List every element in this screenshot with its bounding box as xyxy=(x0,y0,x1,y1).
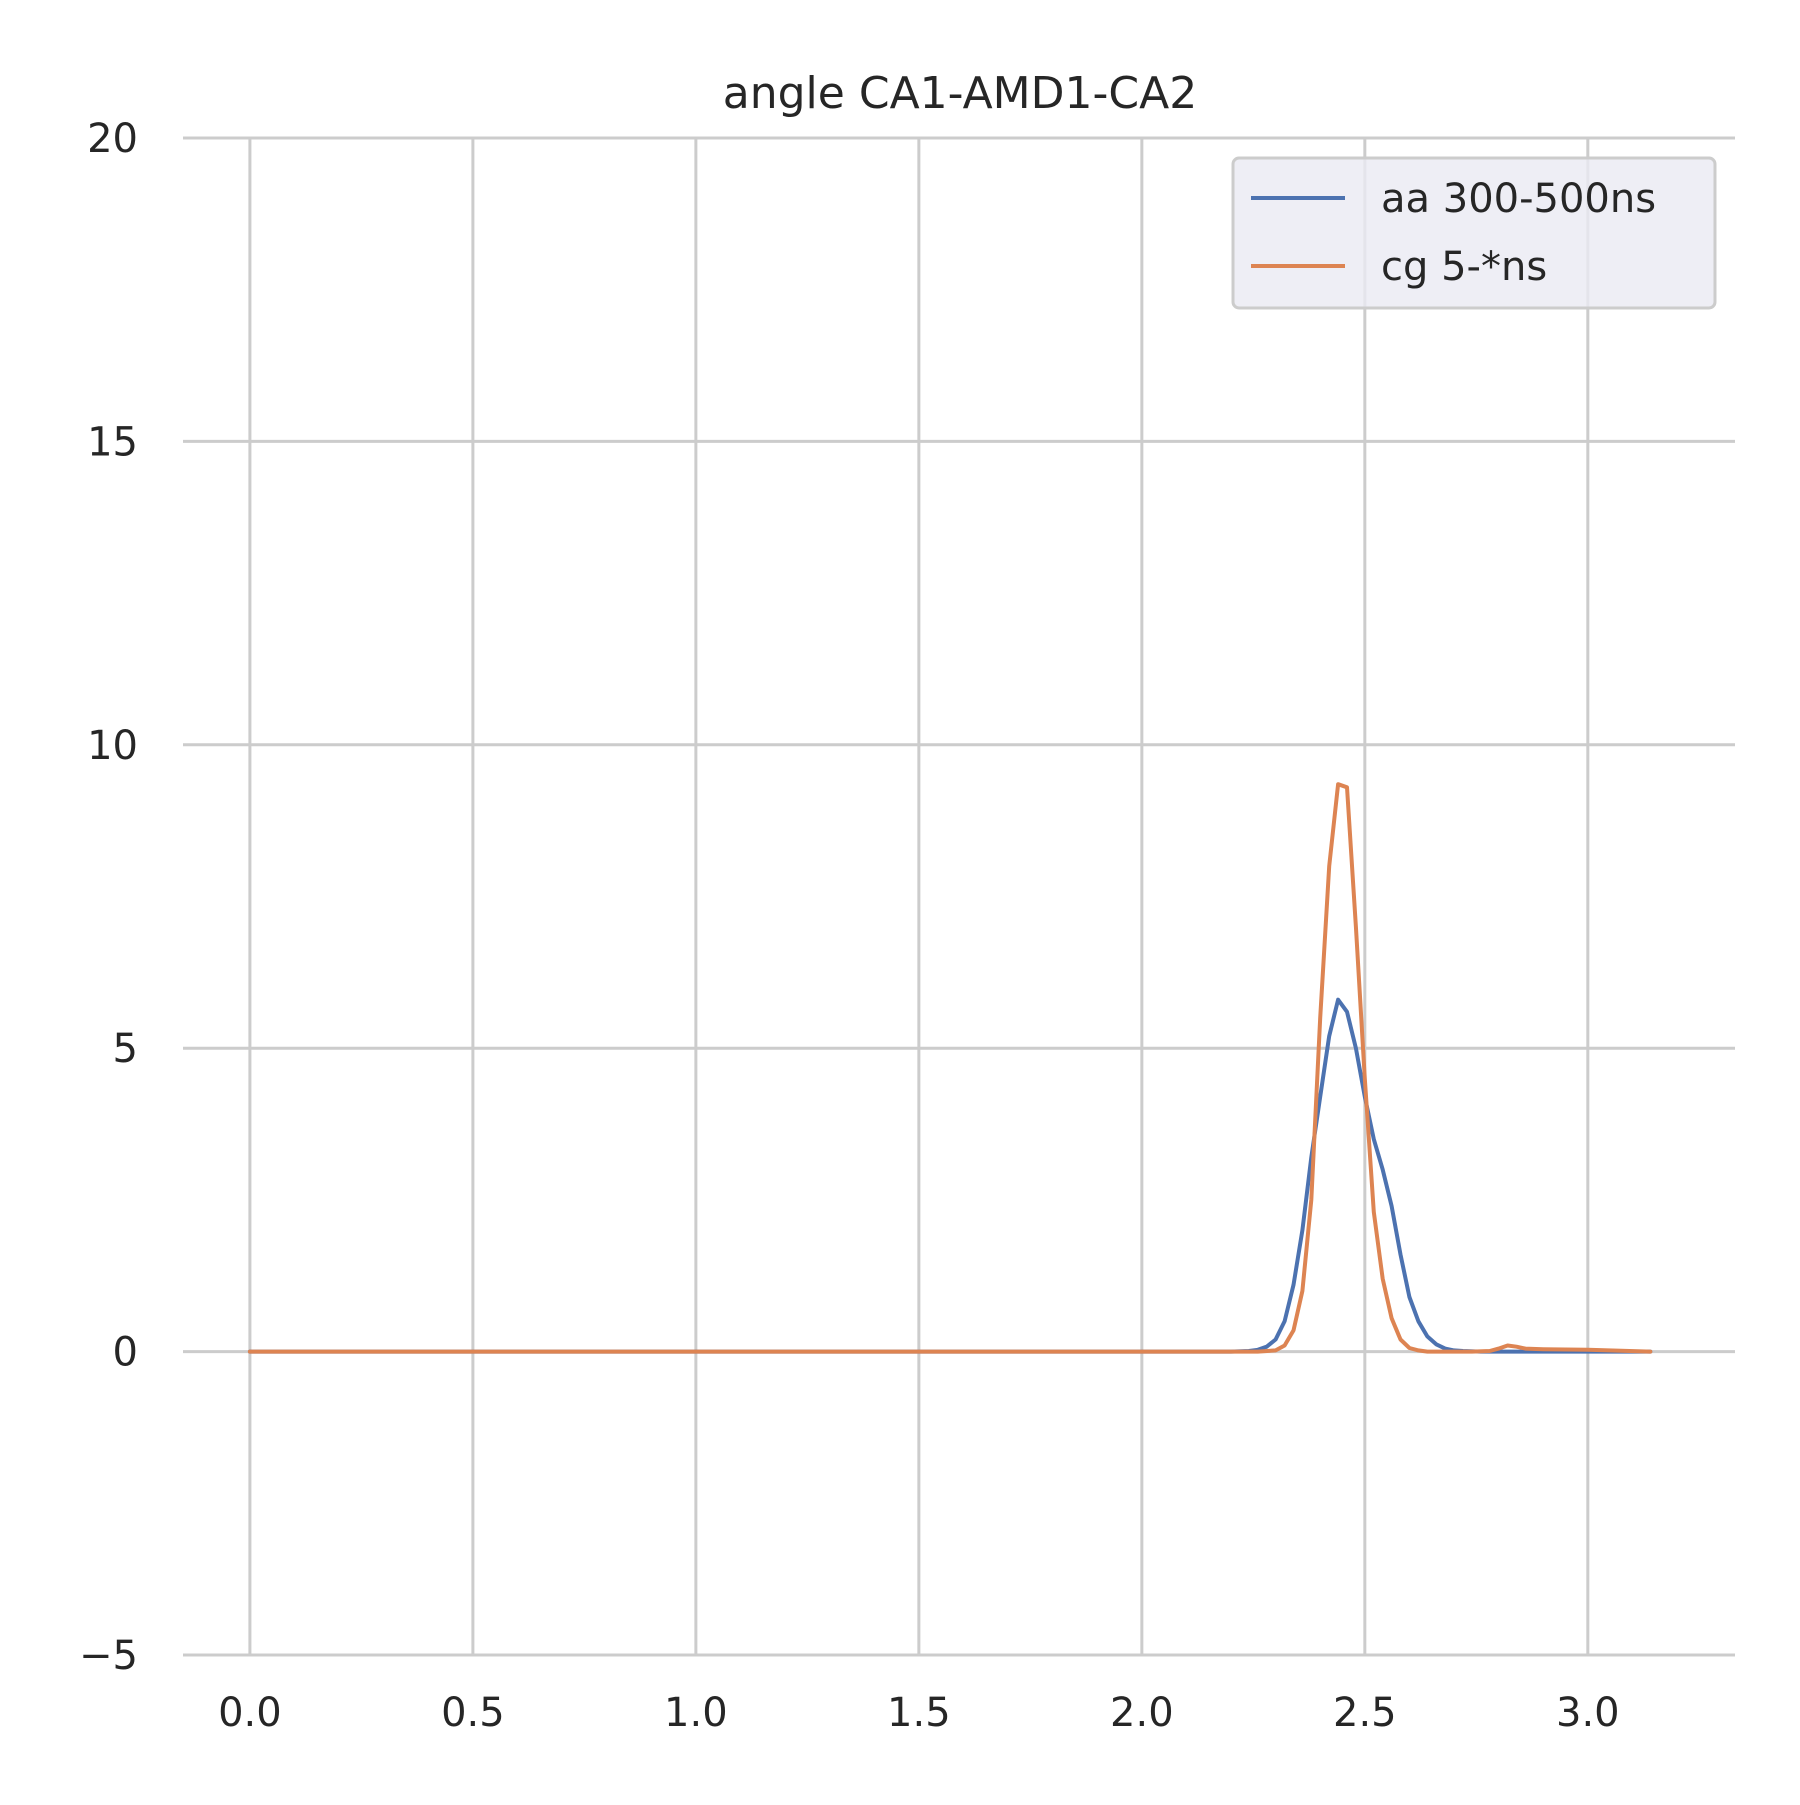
x-tick-label: 1.0 xyxy=(664,1690,728,1736)
y-tick-label: 10 xyxy=(87,723,138,769)
legend-box xyxy=(1231,156,1717,310)
series-line-1 xyxy=(247,997,1653,1354)
x-tick-label: 3.0 xyxy=(1556,1690,1620,1736)
series-layer xyxy=(247,782,1653,1354)
y-tick-label: 20 xyxy=(87,116,138,162)
x-tick-label: 0.0 xyxy=(218,1690,282,1736)
legend-label: aa 300-500ns xyxy=(1381,176,1656,222)
x-tick-label: 1.5 xyxy=(887,1690,951,1736)
tick-layer: 0.0 0.5 1.0 1.5 2.0 2.5 3.0 −5 0 5 10 15 20 xyxy=(79,116,1620,1736)
legend-label: cg 5-*ns xyxy=(1381,244,1547,290)
y-tick-label: 0 xyxy=(113,1330,138,1376)
series-line-2 xyxy=(247,782,1653,1354)
x-tick-label: 2.5 xyxy=(1333,1690,1397,1736)
y-tick-label: 15 xyxy=(87,419,138,465)
y-tick-label: 5 xyxy=(113,1026,138,1072)
x-tick-label: 2.0 xyxy=(1110,1690,1174,1736)
chart-title: angle CA1-AMD1-CA2 xyxy=(723,68,1197,119)
y-tick-label: −5 xyxy=(79,1633,138,1679)
legend: aa 300-500ns cg 5-*ns xyxy=(1231,156,1717,310)
x-tick-label: 0.5 xyxy=(441,1690,505,1736)
grid-layer xyxy=(183,136,1735,1657)
